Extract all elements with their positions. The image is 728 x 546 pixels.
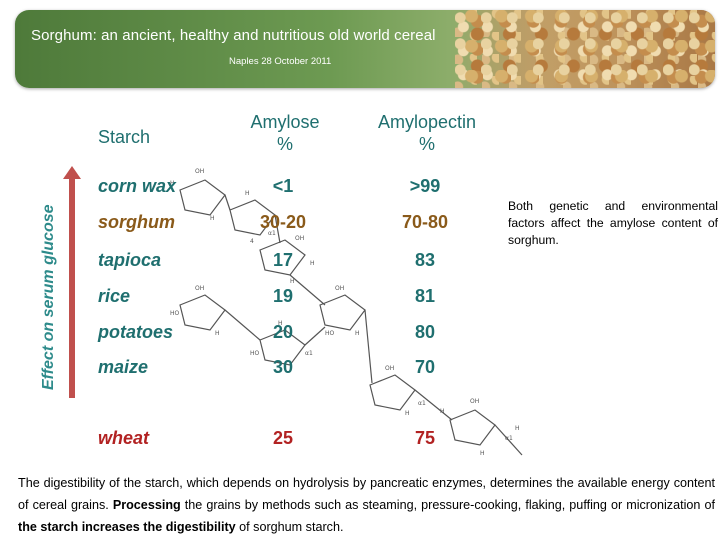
row-name-sorghum: sorghum: [98, 212, 176, 232]
row-name-maize: maize: [98, 357, 149, 377]
col-header-amylose-line2: %: [276, 134, 293, 154]
svg-text:HO: HO: [325, 330, 335, 337]
svg-text:H: H: [245, 190, 250, 197]
svg-text:H: H: [210, 215, 215, 222]
row-amylose-sorghum: 30-20: [259, 212, 307, 232]
svg-text:OH: OH: [335, 285, 344, 292]
row-name-corn-wax: corn wax: [98, 176, 177, 196]
row-amylose-wheat: 25: [272, 428, 294, 448]
slide-subtitle: Naples 28 October 2011: [229, 56, 332, 67]
row-amylopectin-maize: 70: [414, 357, 436, 377]
svg-text:α1: α1: [305, 350, 313, 357]
bottom-paragraph: The digestibility of the starch, which d…: [18, 472, 715, 538]
side-note: Both genetic and environmental factors a…: [508, 199, 718, 247]
svg-text:OH: OH: [470, 398, 479, 405]
svg-text:H: H: [480, 450, 485, 457]
col-header-amylopectin-line2: %: [418, 134, 435, 154]
ring-3: [259, 239, 306, 276]
arrow-head-icon: [63, 166, 81, 179]
bottom-text-part3: of sorghum starch.: [235, 520, 344, 534]
row-amylose-potatoes: 20: [272, 322, 294, 342]
svg-text:α1: α1: [418, 400, 426, 407]
ring-8: [449, 409, 496, 446]
svg-text:H: H: [405, 410, 410, 417]
row-amylose-maize: 30: [272, 357, 294, 377]
svg-text:HO: HO: [170, 310, 180, 317]
svg-text:α1: α1: [505, 435, 513, 442]
bottom-text-part1: The digestibility of the starch, which d…: [18, 476, 715, 512]
svg-text:α1: α1: [268, 230, 276, 237]
header-banner: Sorghum: an ancient, healthy and nutriti…: [15, 10, 715, 88]
row-name-rice: rice: [98, 286, 131, 306]
svg-text:H: H: [170, 180, 175, 187]
ring-1: [179, 179, 226, 216]
row-amylopectin-sorghum: 70-80: [401, 212, 449, 232]
col-header-amylose-line1: Amylose: [250, 112, 320, 132]
arrow-shaft: [69, 176, 75, 398]
ring-6: [319, 294, 366, 331]
row-amylose-tapioca: 17: [272, 250, 294, 270]
slide-title: Sorghum: an ancient, healthy and nutriti…: [31, 27, 436, 44]
col-header-amylopectin-line1: Amylopectin: [377, 112, 477, 132]
row-amylopectin-potatoes: 80: [414, 322, 436, 342]
row-name-wheat: wheat: [98, 428, 150, 448]
ring-5: [259, 329, 306, 366]
row-amylopectin-wheat: 75: [414, 428, 436, 448]
col-header-amylopectin: Amylopectin %: [357, 111, 497, 155]
ring-4: [179, 294, 226, 331]
svg-text:HO: HO: [250, 350, 260, 357]
bottom-text-bold2: the starch increases the digestibility: [18, 520, 236, 534]
grain-image: [455, 10, 715, 88]
col-header-starch: Starch: [98, 127, 151, 147]
glucose-effect-arrow: [63, 166, 81, 401]
svg-text:OH: OH: [195, 168, 204, 175]
ring-7: [369, 374, 416, 411]
svg-text:H: H: [278, 320, 283, 327]
bottom-text-bold1: Processing: [112, 498, 181, 512]
svg-text:OH: OH: [385, 365, 394, 372]
row-amylose-corn-wax: <1: [272, 176, 294, 196]
svg-text:H: H: [440, 408, 445, 415]
col-header-amylose: Amylose %: [230, 111, 340, 155]
svg-text:4: 4: [250, 238, 254, 245]
svg-text:H: H: [515, 425, 520, 432]
svg-text:H: H: [215, 330, 220, 337]
svg-text:OH: OH: [195, 285, 204, 292]
row-name-tapioca: tapioca: [98, 250, 162, 270]
row-amylopectin-rice: 81: [414, 286, 436, 306]
bottom-text-part2: the grains by methods such as steaming, …: [180, 498, 715, 512]
svg-text:H: H: [355, 330, 360, 337]
row-name-potatoes: potatoes: [98, 322, 174, 342]
svg-text:H: H: [290, 278, 295, 285]
axis-label: Effect on serum glucose: [40, 204, 57, 390]
svg-text:OH: OH: [295, 235, 304, 242]
row-amylopectin-tapioca: 83: [414, 250, 436, 270]
row-amylopectin-corn-wax: >99: [409, 176, 441, 196]
ring-2: [229, 199, 276, 236]
row-amylose-rice: 19: [272, 286, 294, 306]
svg-text:H: H: [310, 260, 315, 267]
